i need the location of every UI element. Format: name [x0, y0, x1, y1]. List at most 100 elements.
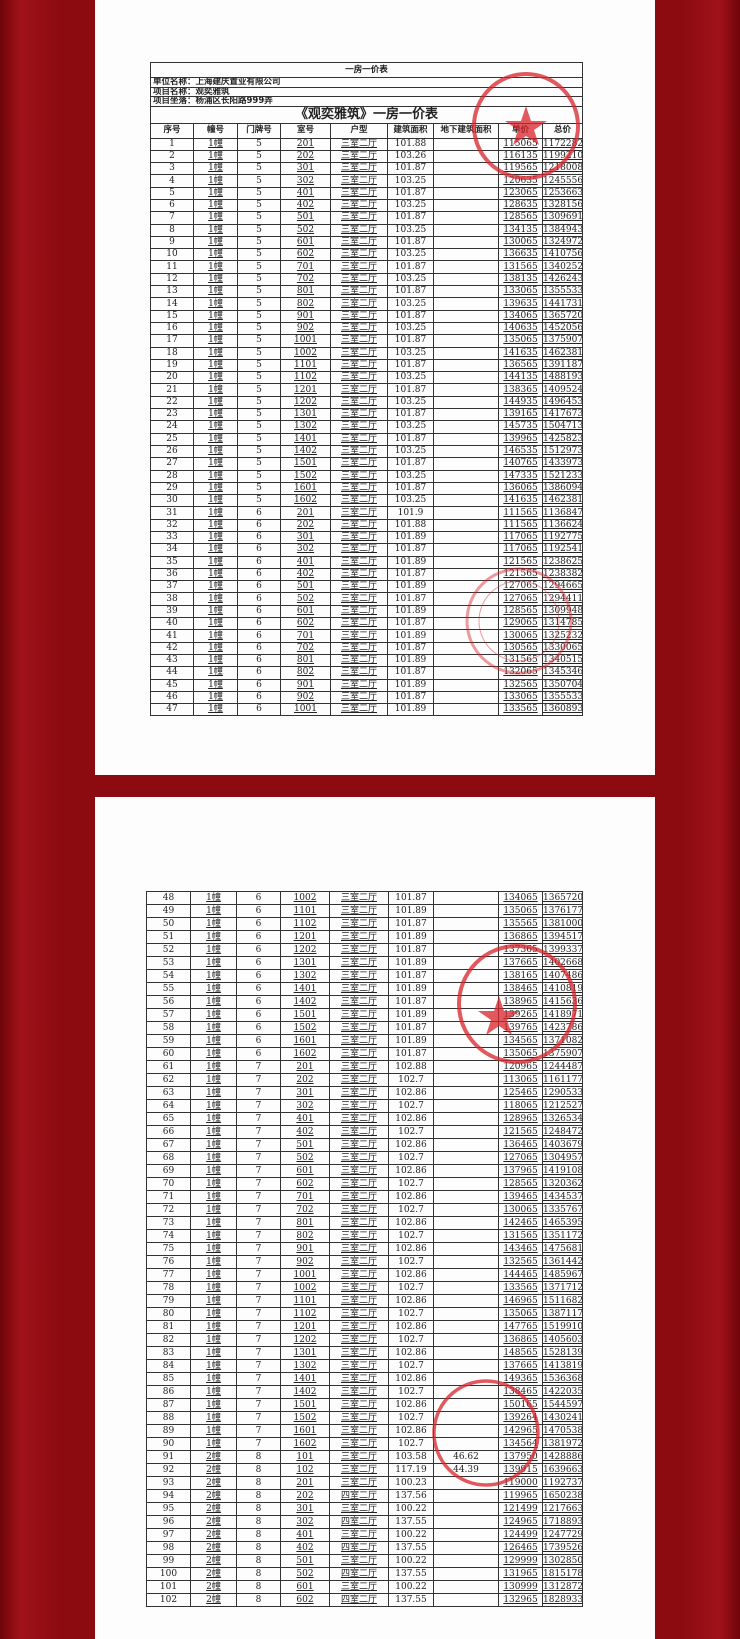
cell-type: 三室二厅	[330, 198, 388, 213]
cell-underground-area	[433, 943, 499, 957]
cell-seq: 83	[146, 1346, 191, 1360]
cell-underground-area	[433, 211, 499, 225]
cell-type: 三室二厅	[329, 1554, 389, 1568]
cell-underground-area	[433, 432, 499, 446]
cell-unit-price: 141635	[498, 494, 543, 508]
cell-type: 三室二厅	[329, 1424, 389, 1438]
cell-seq: 17	[150, 334, 194, 348]
cell-building: 1幢	[190, 917, 237, 931]
cell-building: 1幢	[190, 1047, 237, 1061]
cell-unit-price: 132565	[498, 678, 543, 692]
cell-unit-price: 134565	[498, 1034, 543, 1048]
cell-area: 101.9	[387, 506, 434, 520]
cell-type: 三室二厅	[329, 930, 389, 944]
cell-door: 6	[237, 690, 281, 705]
cell-seq: 59	[146, 1034, 191, 1048]
cell-building: 1幢	[193, 678, 238, 692]
cell-total-price: 13710828	[542, 1034, 583, 1048]
cell-type: 三室二厅	[329, 1268, 389, 1282]
cell-seq: 97	[146, 1528, 191, 1542]
cell-type: 三室二厅	[330, 408, 388, 422]
cell-room: 601	[280, 1164, 330, 1178]
cell-underground-area	[433, 629, 499, 643]
cell-building: 1幢	[190, 1060, 237, 1074]
cell-type: 三室二厅	[329, 1281, 389, 1295]
cell-door: 6	[237, 629, 281, 643]
cell-seq: 28	[150, 469, 194, 483]
cell-unit-price: 140765	[498, 457, 543, 471]
cell-building: 1幢	[193, 334, 238, 348]
cell-type: 三室二厅	[329, 956, 389, 970]
cell-underground-area	[433, 1242, 499, 1256]
cell-room: 502	[280, 223, 331, 237]
cell-type: 三室二厅	[330, 481, 388, 496]
cell-unit-price: 135565	[498, 917, 543, 931]
col-door: 门牌号	[237, 122, 281, 139]
cell-door: 5	[237, 481, 281, 496]
cell-area: 102.7	[388, 1385, 434, 1399]
cell-unit-price: 137950	[498, 1450, 543, 1464]
cell-underground-area	[433, 555, 499, 569]
cell-underground-area	[433, 530, 499, 545]
cell-seq: 37	[150, 580, 194, 594]
cell-room: 502	[280, 592, 331, 606]
cell-seq: 75	[146, 1242, 191, 1256]
cell-seq: 24	[150, 420, 194, 434]
cell-seq: 58	[146, 1021, 191, 1035]
cell-area: 101.87	[388, 1021, 434, 1035]
cell-door: 6	[237, 530, 281, 545]
cell-unit-price: 132065	[498, 666, 543, 680]
cell-door: 6	[236, 1008, 281, 1022]
cell-unit-price: 136465	[498, 1138, 543, 1152]
cell-room: 1302	[280, 1359, 330, 1373]
cell-area: 103.25	[387, 395, 434, 410]
cell-underground-area	[433, 420, 499, 434]
cell-building: 1幢	[190, 1099, 237, 1113]
cell-type: 三室二厅	[329, 1138, 389, 1152]
cell-door: 7	[236, 1385, 281, 1399]
cell-seq: 19	[150, 358, 194, 373]
cell-building: 1幢	[193, 506, 238, 520]
cell-underground-area	[433, 956, 499, 970]
cell-seq: 16	[150, 321, 194, 336]
cell-total-price: 12386258	[541, 555, 584, 569]
cell-room: 501	[280, 1554, 330, 1568]
col-underground-area: 地下建筑面积	[433, 122, 499, 139]
cell-seq: 78	[146, 1281, 191, 1295]
cell-total-price: 13860942	[541, 481, 584, 496]
cell-area: 101.87	[387, 432, 434, 446]
cell-room: 601	[280, 604, 331, 619]
cell-type: 三室二厅	[329, 969, 389, 983]
cell-total-price: 13657202	[542, 891, 583, 905]
cell-unit-price: 118065	[498, 1099, 543, 1113]
cell-building: 1幢	[193, 383, 238, 397]
cell-unit-price: 124499	[498, 1528, 543, 1542]
cell-area: 102.86	[388, 1372, 434, 1386]
cell-area: 103.25	[387, 420, 434, 434]
cell-seq: 21	[150, 383, 194, 397]
cell-door: 6	[236, 969, 281, 983]
cell-type: 三室二厅	[330, 235, 388, 250]
cell-underground-area	[433, 346, 499, 360]
cell-room: 202	[280, 1489, 330, 1503]
cell-area: 100.22	[388, 1502, 434, 1516]
cell-seq: 62	[146, 1073, 191, 1087]
cell-unit-price: 136565	[498, 358, 543, 373]
cell-seq: 13	[150, 285, 194, 299]
cell-area: 137.55	[388, 1567, 434, 1581]
cell-door: 7	[236, 1164, 281, 1178]
cell-type: 三室二厅	[330, 334, 388, 348]
